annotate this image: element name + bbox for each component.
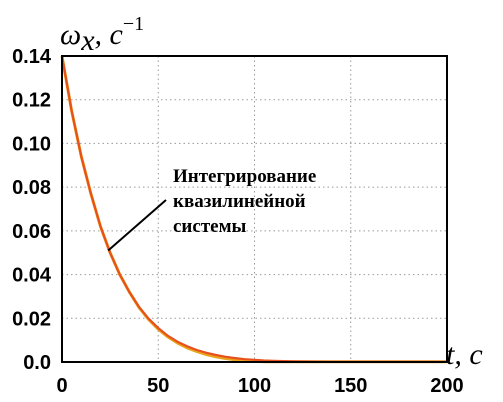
y-axis-exponent: −1 xyxy=(123,13,144,35)
y-tick-label: 0.14 xyxy=(12,46,52,68)
y-axis-symbol: ω xyxy=(60,18,81,51)
y-axis-subscript: x xyxy=(80,24,95,57)
annotation-line-2: квазилинейной xyxy=(173,191,306,212)
x-axis-label: t, c xyxy=(446,338,483,371)
y-axis-unit: c xyxy=(110,18,123,51)
x-tick-label: 150 xyxy=(334,375,367,397)
y-tick-label: 0.04 xyxy=(12,265,52,287)
annotation-line-1: Интегрирование xyxy=(173,166,316,187)
plot-frame xyxy=(61,55,448,363)
x-tick-label: 100 xyxy=(238,375,271,397)
y-tick-label: 0.06 xyxy=(12,221,51,243)
y-tick-label: 0.10 xyxy=(12,133,51,155)
y-tick-label: 0.08 xyxy=(12,177,51,199)
x-tick-label: 200 xyxy=(430,375,463,397)
x-axis-separator: , xyxy=(454,338,469,371)
x-axis-unit: c xyxy=(469,338,482,371)
y-tick-label: 0.0 xyxy=(23,352,51,374)
y-axis-ticks: 0.0 0.02 0.04 0.06 0.08 0.10 0.12 0.14 xyxy=(12,46,52,374)
y-axis-separator: , xyxy=(95,18,110,51)
x-tick-label: 50 xyxy=(147,375,169,397)
grid xyxy=(62,56,447,362)
annotation-line-3: системы xyxy=(173,216,247,237)
y-axis-label: ωx, c−1 xyxy=(60,13,144,57)
y-tick-label: 0.12 xyxy=(12,90,51,112)
annotation-pointer xyxy=(107,199,167,252)
x-axis-ticks: 0 50 100 150 200 xyxy=(56,375,463,397)
x-axis-symbol: t xyxy=(446,338,455,371)
y-tick-label: 0.02 xyxy=(12,308,51,330)
x-tick-label: 0 xyxy=(56,375,67,397)
